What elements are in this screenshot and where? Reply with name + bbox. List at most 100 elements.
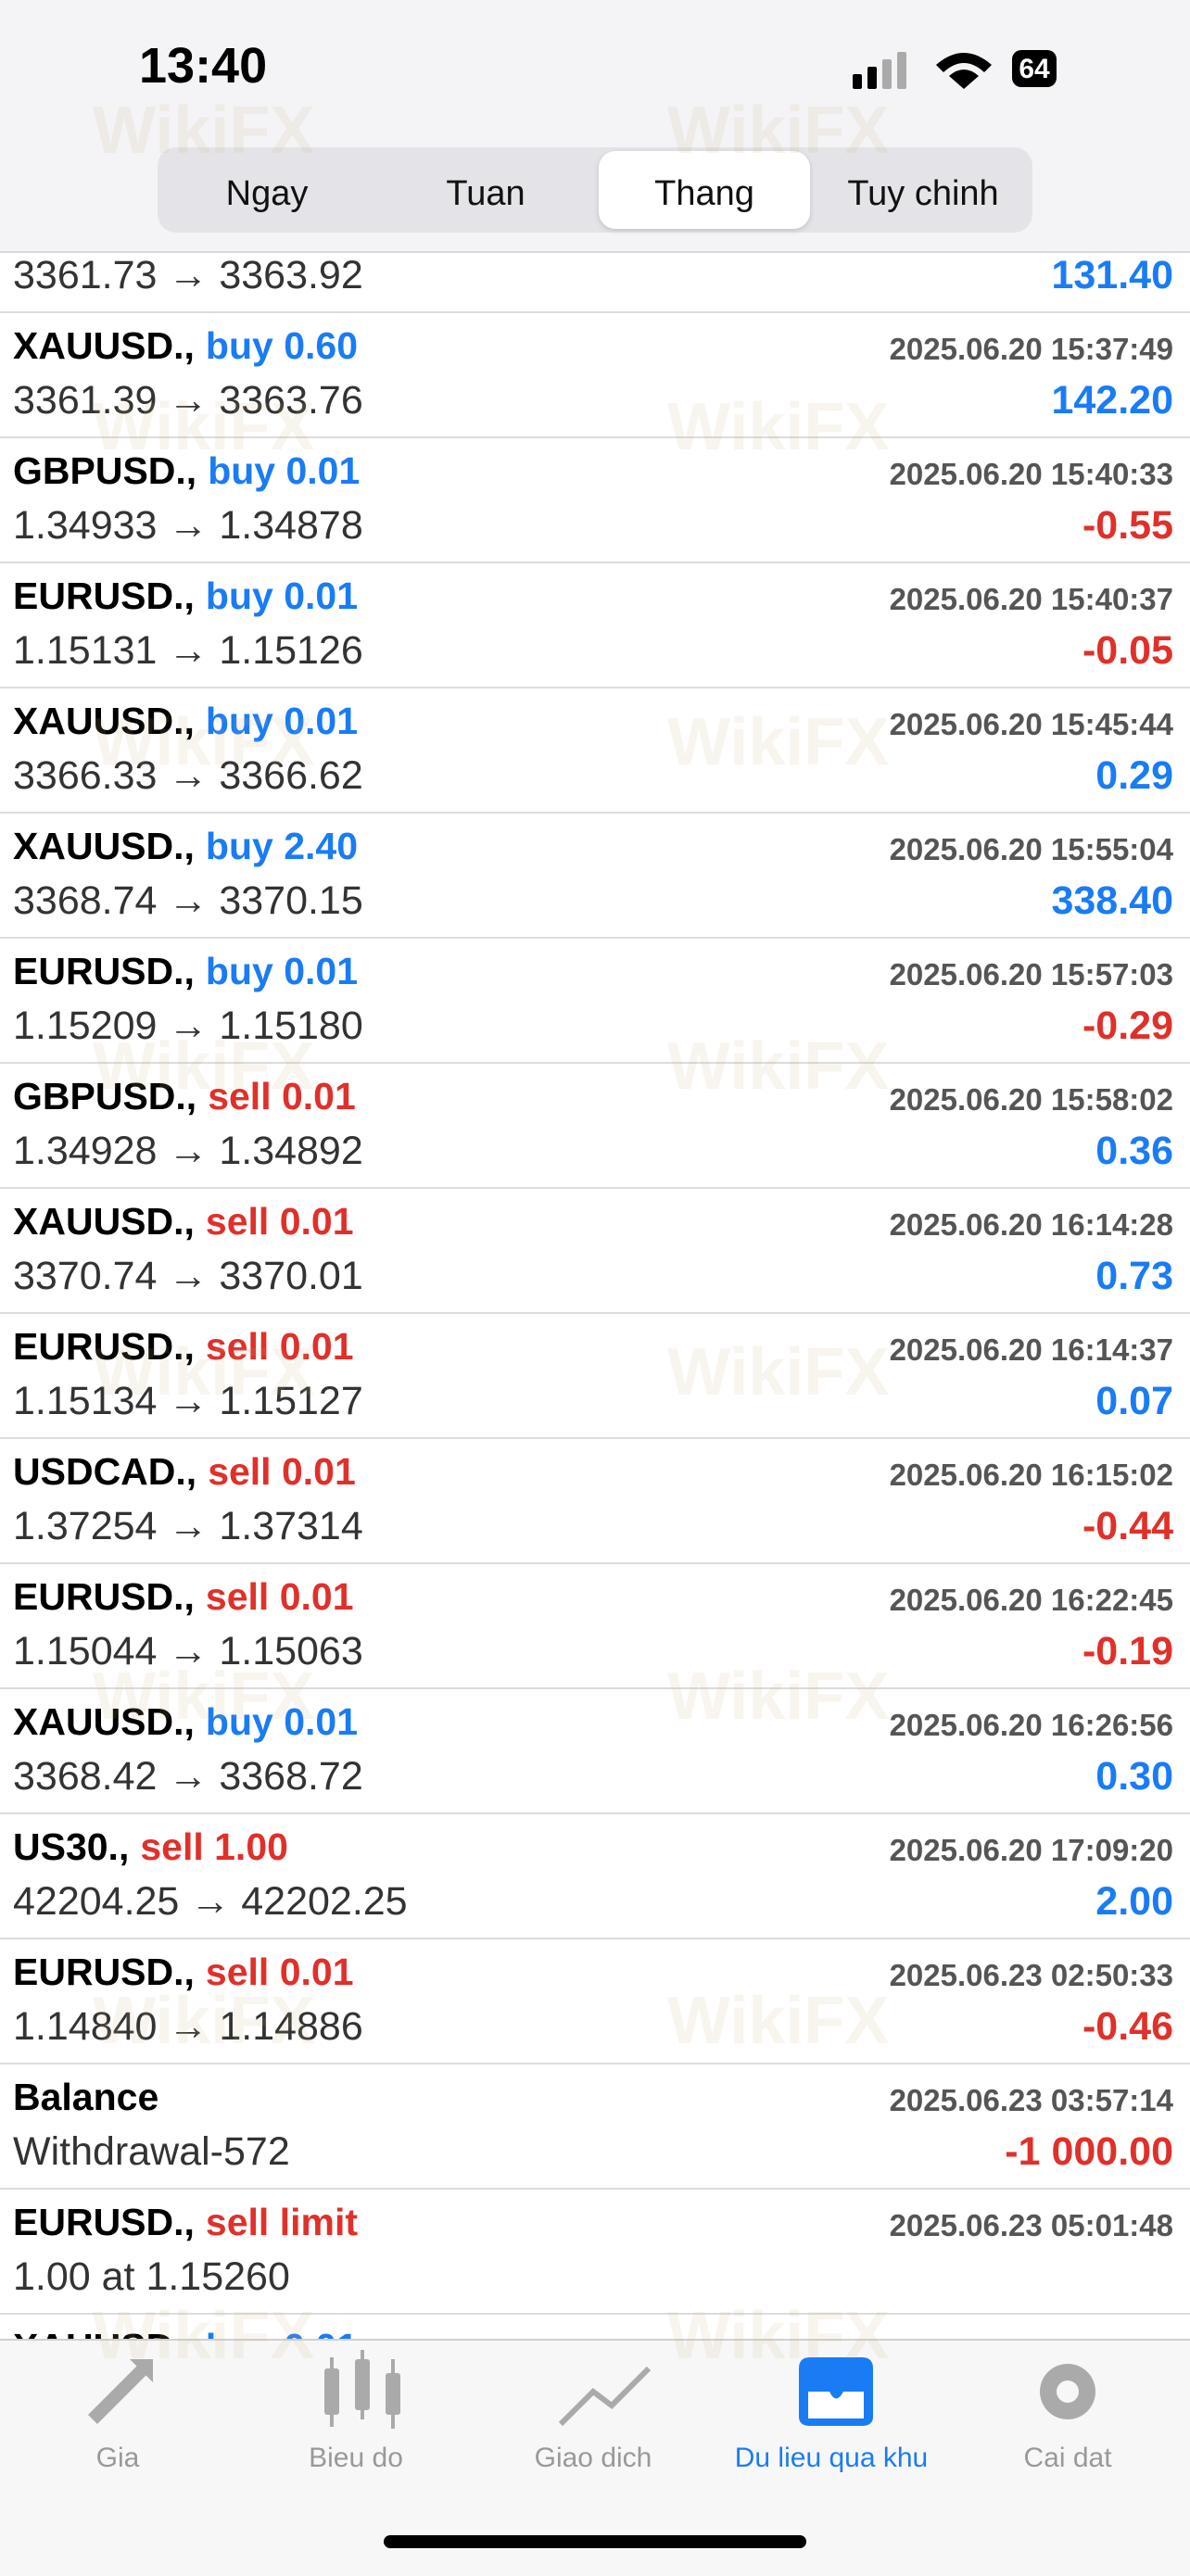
profit: -0.19 <box>1082 1629 1173 1673</box>
tab-label[interactable]: Du lieu qua khu <box>734 2443 929 2473</box>
order-side: buy 0.60 <box>205 324 359 367</box>
time: 2025.06.20 15:40:33 <box>889 457 1173 491</box>
symbol: EURUSD., sell 0.01 <box>13 1575 354 1618</box>
tab-label[interactable]: Cai dat <box>1023 2443 1112 2473</box>
time: 2025.06.20 15:55:04 <box>889 832 1173 866</box>
symbol: US30., sell 1.00 <box>13 1825 288 1868</box>
prices: 3368.74 → 3370.15 <box>13 878 363 923</box>
prices: 3361.39 → 3363.76 <box>13 378 363 423</box>
profit: -0.05 <box>1082 628 1173 673</box>
time: 2025.06.23 05:55:12 <box>890 2333 1173 2339</box>
order-side: sell 0.01 <box>205 1325 354 1368</box>
prices: 1.15131 → 1.15126 <box>13 628 363 673</box>
history-row: XAUUSD., buy 2.40 2025.06.20 15:55:04 3368.… <box>0 812 1190 939</box>
history-row: EURUSD., sell 0.01 2025.06.23 02:50:33 1.14… <box>0 1938 1190 2065</box>
time: 2025.06.20 15:37:49 <box>889 332 1173 366</box>
prices: 1.34928 → 1.34892 <box>13 1129 363 1173</box>
battery-level: 64 <box>1019 54 1050 84</box>
time: 2025.06.23 03:57:14 <box>889 2083 1173 2117</box>
order-side: sell 1.00 <box>140 1825 288 1868</box>
profit: -0.29 <box>1082 1004 1173 1048</box>
time: 2025.06.20 16:22:45 <box>889 1583 1173 1617</box>
history-row: XAUUSD., buy 0.01 2025.06.20 15:45:44 3366.… <box>0 687 1190 814</box>
order-side: buy 0.01 <box>205 950 359 992</box>
time: 2025.06.20 16:14:37 <box>889 1332 1173 1367</box>
profit: 0.29 <box>1095 753 1173 798</box>
time: 2025.06.23 05:01:48 <box>889 2208 1173 2242</box>
history-row: 3361.73 → 3363.92 131.40 <box>0 251 1190 313</box>
symbol: XAUUSD.,buy 0.01 <box>13 1700 359 1743</box>
order-side: buy 0.01 <box>205 1700 359 1743</box>
prices: 3366.33 → 3366.62 <box>13 753 363 798</box>
prices: 1.15044 → 1.15063 <box>13 1629 363 1673</box>
symbol: Balance <box>13 2076 159 2118</box>
history-row: EURUSD., buy 0.01 2025.06.20 15:57:03 1.152… <box>0 937 1190 1064</box>
history-row: EURUSD., buy 0.01 2025.06.20 15:40:37 1.151… <box>0 562 1190 688</box>
history-row: USDCAD., sell 0.01 2025.06.20 16:15:02 1.37… <box>0 1437 1190 1564</box>
order-side: buy 0.01 <box>206 2326 358 2339</box>
symbol: GBPUSD., sell 0.01 <box>13 1075 356 1118</box>
tab-label[interactable]: Giao dich <box>534 2443 652 2473</box>
order-side: buy 2.40 <box>205 825 359 867</box>
symbol: XAUUSD., buy 0.60 <box>13 324 359 367</box>
profit: -1 000.00 <box>1005 2129 1173 2174</box>
symbol: XAUUSD., sell 0.01 <box>13 1200 354 1243</box>
prices: Withdrawal-572 <box>13 2129 290 2174</box>
profit: 0.30 <box>1095 1754 1173 1799</box>
history-row: XAUUSD.,buy 0.01 2025.06.23 05:55:12 <box>0 2313 1190 2339</box>
history-row: XAUUSD., sell 0.01 2025.06.20 16:14:28 3370… <box>0 1187 1190 1314</box>
prices: 1.00 at 1.15260 <box>13 2254 290 2299</box>
clock: 13:40 <box>139 38 268 94</box>
profit: -0.55 <box>1082 503 1173 548</box>
prices: 1.15134 → 1.15127 <box>13 1379 363 1423</box>
order-side: sell limit <box>205 2201 358 2243</box>
symbol: EURUSD., buy 0.01 <box>13 950 359 992</box>
prices: 1.15209 → 1.15180 <box>13 1004 363 1048</box>
profit: 0.73 <box>1095 1254 1173 1298</box>
profit: 131.40 <box>1051 253 1173 297</box>
period-tab[interactable]: Thang <box>599 151 810 229</box>
order-side: sell 0.01 <box>208 1450 356 1493</box>
time: 2025.06.20 15:45:44 <box>889 707 1173 741</box>
profit: 0.07 <box>1095 1379 1173 1423</box>
period-tab[interactable]: Tuan <box>446 174 525 213</box>
time: 2025.06.20 17:09:20 <box>889 1833 1173 1867</box>
prices: 1.14840 → 1.14886 <box>13 2004 363 2049</box>
symbol: USDCAD., sell 0.01 <box>13 1450 356 1493</box>
order-side: sell 0.01 <box>205 1575 354 1618</box>
order-side: buy 0.01 <box>208 449 361 492</box>
profit: 338.40 <box>1051 878 1173 923</box>
profit: 2.00 <box>1095 1879 1173 1924</box>
prices: 3368.42 → 3368.72 <box>13 1754 363 1799</box>
prices: 3370.74 → 3370.01 <box>13 1254 363 1298</box>
time: 2025.06.20 15:40:37 <box>889 582 1173 616</box>
history-row: EURUSD., sell 0.01 2025.06.20 16:14:37 1.15… <box>0 1312 1190 1439</box>
profit: -0.46 <box>1082 2004 1173 2049</box>
time: 2025.06.20 15:58:02 <box>889 1082 1173 1117</box>
history-row: XAUUSD., buy 0.01 2025.06.20 16:26:56 3368.… <box>0 1687 1190 1814</box>
status-icons: 64 <box>853 50 1057 89</box>
symbol: EURUSD., sell 0.01 <box>13 1951 354 1993</box>
time: 2025.06.20 16:14:28 <box>889 1207 1173 1242</box>
home-indicator <box>384 2535 806 2548</box>
header: 13:40 64 Ngay Tuan Thang Tuy chinh <box>0 0 1190 253</box>
tab-label[interactable]: Bieu do <box>309 2443 403 2473</box>
order-side: sell 0.01 <box>205 1951 354 1993</box>
prices: 42204.25 → 42202.25 <box>13 1879 408 1924</box>
period-tab[interactable]: Ngay <box>225 174 309 213</box>
time: 2025.06.20 16:26:56 <box>889 1708 1173 1742</box>
order-side: sell 0.01 <box>208 1075 356 1118</box>
profit: 0.36 <box>1095 1129 1173 1173</box>
period-tabs: Ngay Tuan Thang Tuy chinh <box>158 147 1032 233</box>
history-row: EURUSD., sell limit 2025.06.23 05:01:48 1.0… <box>0 2188 1190 2315</box>
symbol: EURUSD., buy 0.01 <box>13 575 359 617</box>
period-tab[interactable]: Tuy chinh <box>847 174 999 213</box>
tab-label[interactable]: Gia <box>95 2443 140 2473</box>
history-row: GBPUSD., sell 0.01 2025.06.20 15:58:02 1.34… <box>0 1062 1190 1189</box>
order-side: buy 0.01 <box>205 575 359 617</box>
history-list: 3361.73 → 3363.92 131.40 XAUUSD., buy 0.60 2… <box>0 251 1190 2339</box>
symbol: EURUSD., sell limit <box>13 2201 358 2243</box>
tab-icons <box>88 2350 1095 2429</box>
profit: -0.44 <box>1082 1504 1173 1548</box>
